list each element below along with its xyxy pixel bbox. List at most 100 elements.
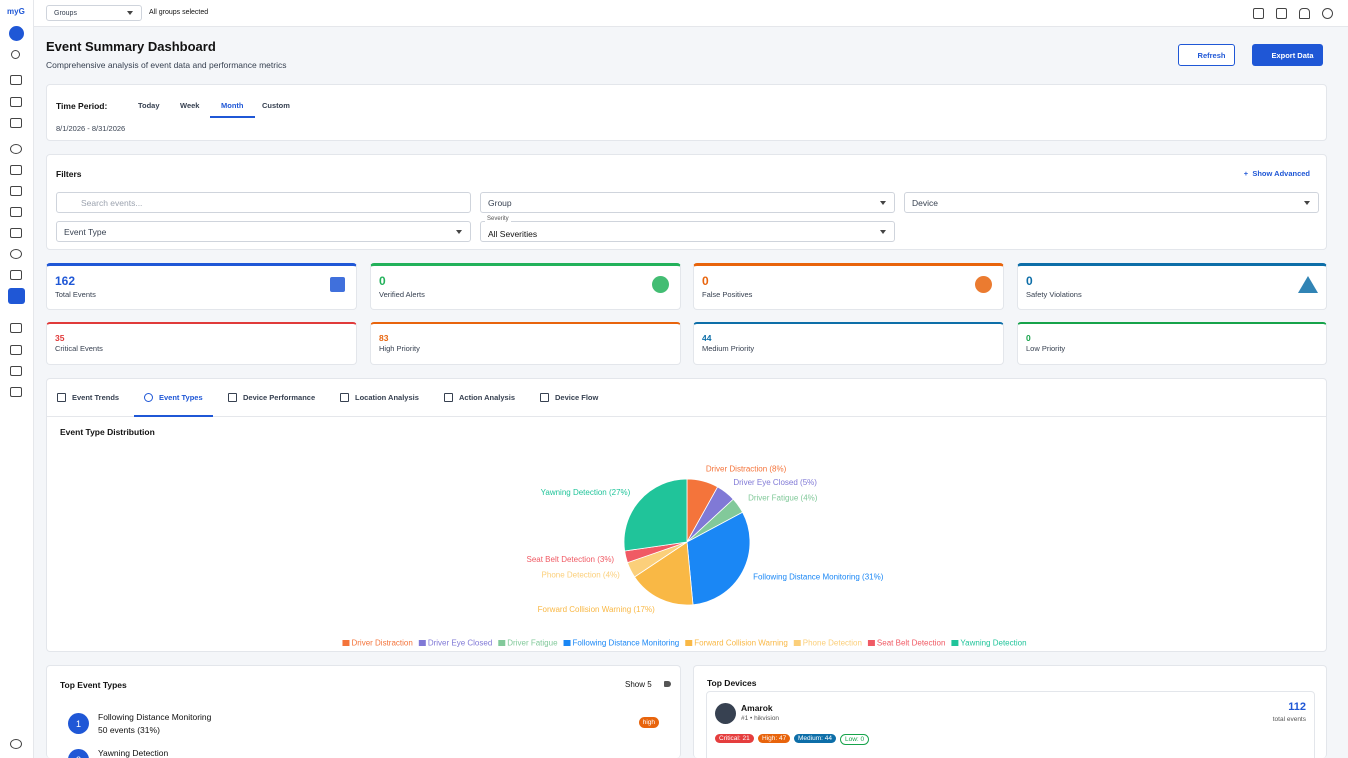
stat-value: 0 (702, 274, 709, 288)
stat-card: 0 Verified Alerts (370, 263, 681, 310)
filters-title: Filters (56, 169, 82, 179)
expand-button[interactable] (9, 26, 24, 41)
rank-badge: 2 (68, 749, 89, 758)
tab-icon (57, 393, 66, 402)
priority-label: Critical Events (55, 344, 103, 353)
show-advanced-text: Show Advanced (1252, 169, 1310, 178)
priority-value: 44 (702, 333, 712, 343)
tab-divider (47, 416, 1326, 417)
nav-icon[interactable] (10, 270, 22, 280)
filters-card: Filters + Show Advanced Search events...… (46, 154, 1327, 250)
device-badge: Medium: 44 (794, 734, 836, 743)
page-subtitle: Comprehensive analysis of event data and… (46, 60, 287, 70)
pie-slice (623, 478, 688, 552)
nav-icon[interactable] (10, 345, 22, 355)
tab[interactable]: Device Flow (555, 393, 599, 402)
legend-label: Driver Eye Closed (428, 639, 492, 648)
tab[interactable]: Action Analysis (459, 393, 515, 402)
top-icon[interactable] (1276, 8, 1287, 19)
search-input[interactable]: Search events... (56, 192, 471, 213)
nav-icon[interactable] (10, 323, 22, 333)
legend-label: Phone Detection (803, 639, 862, 648)
tab[interactable]: Event Trends (72, 393, 120, 402)
group-select-text: Groups (54, 9, 77, 17)
pie-chart: Event Type Distribution Driver Distracti… (60, 427, 1027, 648)
notifications-icon[interactable] (1299, 8, 1310, 19)
time-option[interactable]: Today (138, 101, 160, 110)
nav-icon[interactable] (10, 118, 22, 128)
tab-icon (540, 393, 549, 402)
user-icon[interactable] (1322, 8, 1333, 19)
nav-icon[interactable] (10, 387, 22, 397)
caret (456, 229, 462, 234)
stat-card: 0 False Positives (693, 263, 1004, 310)
priority-value: 83 (379, 333, 389, 343)
legend-swatch (685, 640, 693, 646)
show-toggle[interactable] (664, 681, 671, 687)
severity-label: Severity (485, 216, 511, 222)
stat-label: False Positives (702, 290, 753, 299)
nav-icon[interactable] (10, 165, 22, 175)
nav-icon[interactable] (10, 97, 22, 107)
tab[interactable]: Location Analysis (355, 393, 419, 402)
group-select[interactable]: Groups (46, 5, 142, 21)
group-filter[interactable]: Group (480, 192, 895, 213)
legend-swatch (793, 640, 801, 646)
time-option[interactable]: Month (221, 101, 244, 110)
chart-title: Event Type Distribution (60, 427, 155, 437)
nav-icon[interactable] (10, 75, 22, 85)
tab-icon (144, 393, 153, 402)
top-devices-title: Top Devices (707, 678, 757, 688)
device-total: 112 (1288, 701, 1306, 713)
tab[interactable]: Event Types (159, 393, 203, 402)
device-badge: Critical: 21 (715, 734, 754, 743)
device-badge: High: 47 (758, 734, 791, 743)
tab-icon (228, 393, 237, 402)
device-filter[interactable]: Device (904, 192, 1319, 213)
nav-icon[interactable] (10, 228, 22, 238)
export-button[interactable]: Export Data (1252, 44, 1323, 66)
refresh-button[interactable]: Refresh (1178, 44, 1235, 66)
legend-swatch (563, 640, 571, 646)
top-icon[interactable] (1253, 8, 1264, 19)
help-icon[interactable] (10, 739, 22, 749)
search-icon[interactable] (11, 50, 20, 59)
severity-value: All Severities (488, 228, 538, 239)
device-item: Amarok #1 • hikvision 112 total events Criti… (706, 691, 1315, 758)
event-type-name: Yawning Detection (98, 748, 169, 758)
caret (1304, 200, 1310, 205)
severity-badge: high (638, 717, 659, 728)
legend-swatch (418, 640, 426, 646)
nav-icon[interactable] (10, 186, 22, 196)
legend-label: Seat Belt Detection (877, 639, 945, 648)
nav-icon-active[interactable] (8, 288, 25, 304)
time-option[interactable]: Week (180, 101, 200, 110)
device-total-label: total events (1272, 716, 1306, 723)
rank: 2 (76, 755, 81, 758)
topbar: Groups All groups selected (34, 0, 1348, 27)
show-count[interactable]: Show 5 (625, 680, 652, 689)
event-type-filter[interactable]: Event Type (56, 221, 471, 242)
stat-value: 162 (55, 274, 76, 288)
nav-icon[interactable] (10, 366, 22, 376)
show-advanced[interactable]: + Show Advanced (1243, 169, 1310, 178)
tab[interactable]: Device Performance (243, 393, 316, 402)
time-option[interactable]: Custom (262, 101, 290, 110)
nav-icon[interactable] (10, 207, 22, 217)
event-type-text: Event Type (64, 226, 107, 237)
nav-icon[interactable] (10, 144, 22, 154)
nav-icon[interactable] (10, 249, 22, 259)
severity-filter[interactable]: All Severities (480, 221, 895, 242)
slice-label: Phone Detection (4%) (542, 570, 621, 579)
sidebar: myG (0, 0, 34, 758)
top-event-types-title: Top Event Types (60, 680, 127, 690)
legend-swatch (867, 640, 875, 646)
event-type-detail: 50 events (31%) (98, 725, 160, 735)
legend-label: Driver Fatigue (507, 639, 558, 648)
tab-underline (134, 415, 213, 417)
stat-label: Safety Violations (1026, 290, 1082, 299)
refresh-label: Refresh (1197, 50, 1226, 60)
stat-label: Total Events (55, 290, 96, 299)
stat-icon (652, 276, 669, 293)
